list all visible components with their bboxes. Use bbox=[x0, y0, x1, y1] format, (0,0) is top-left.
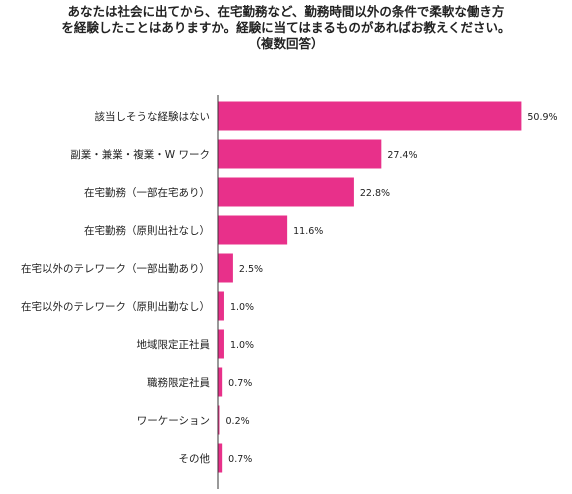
bar-6 bbox=[218, 291, 224, 321]
category-label-10: その他 bbox=[179, 452, 211, 465]
category-label-4: 在宅勤務（原則出社なし） bbox=[84, 224, 210, 237]
category-label-7: 地域限定正社員 bbox=[137, 338, 211, 351]
title-line-1: あなたは社会に出てから、在宅勤務など、勤務時間以外の条件で柔軟な働き方 bbox=[67, 4, 505, 19]
value-label-1: 50.9% bbox=[527, 112, 557, 123]
value-label-2: 27.4% bbox=[387, 150, 417, 161]
title-line-2: を経験したことはありますか。経験に当てはまるものがあればお教えください。 bbox=[61, 20, 511, 35]
title-line-3: （複数回答） bbox=[248, 36, 324, 51]
category-label-1: 該当しそうな経験はない bbox=[95, 110, 211, 123]
chart-title: あなたは社会に出てから、在宅勤務など、勤務時間以外の条件で柔軟な働き方 を経験し… bbox=[0, 4, 572, 52]
bar-10 bbox=[218, 443, 223, 473]
value-label-9: 0.2% bbox=[226, 416, 250, 427]
bar-1 bbox=[218, 101, 522, 131]
value-label-5: 2.5% bbox=[239, 264, 263, 275]
value-label-10: 0.7% bbox=[228, 454, 252, 465]
category-label-5: 在宅以外のテレワーク（一部出勤あり） bbox=[21, 262, 210, 275]
category-label-2: 副業・兼業・複業・W ワーク bbox=[70, 148, 210, 161]
value-labels-group: 50.9% 27.4% 22.8% 11.6% 2.5% 1.0% 1.0% 0.7% 0.2%… bbox=[226, 112, 558, 465]
value-label-8: 0.7% bbox=[228, 378, 252, 389]
value-label-4: 11.6% bbox=[293, 226, 323, 237]
bar-5 bbox=[218, 253, 233, 283]
value-label-6: 1.0% bbox=[230, 302, 254, 313]
category-label-9: ワーケーション bbox=[137, 415, 210, 427]
bar-7 bbox=[218, 329, 224, 359]
bar-2 bbox=[218, 139, 382, 169]
bars-group bbox=[218, 101, 522, 473]
bar-4 bbox=[218, 215, 288, 245]
value-label-7: 1.0% bbox=[230, 340, 254, 351]
category-label-3: 在宅勤務（一部在宅あり） bbox=[84, 186, 210, 199]
bar-9 bbox=[218, 405, 220, 435]
bar-8 bbox=[218, 367, 223, 397]
category-label-6: 在宅以外のテレワーク（原則出勤なし） bbox=[21, 300, 210, 313]
value-label-3: 22.8% bbox=[360, 188, 390, 199]
category-label-8: 職務限定社員 bbox=[147, 376, 210, 389]
bar-3 bbox=[218, 177, 354, 207]
